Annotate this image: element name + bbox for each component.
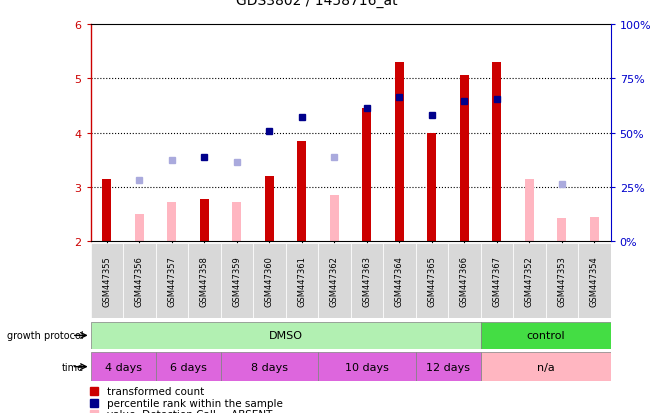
Bar xyxy=(590,217,599,242)
Bar xyxy=(383,244,415,318)
Bar xyxy=(91,322,480,349)
Bar xyxy=(480,322,611,349)
Text: GSM447362: GSM447362 xyxy=(330,256,339,306)
Text: 12 days: 12 days xyxy=(426,362,470,372)
Bar xyxy=(221,244,253,318)
Bar xyxy=(253,244,286,318)
Bar xyxy=(318,244,350,318)
Bar xyxy=(558,219,566,242)
Bar xyxy=(91,244,123,318)
Bar xyxy=(167,203,176,242)
Bar xyxy=(395,63,404,242)
Bar xyxy=(91,352,156,381)
Text: GSM447354: GSM447354 xyxy=(590,256,599,306)
Text: GSM447366: GSM447366 xyxy=(460,255,469,306)
Text: GSM447361: GSM447361 xyxy=(297,256,307,306)
Text: GSM447360: GSM447360 xyxy=(265,256,274,306)
Bar xyxy=(493,63,501,242)
Text: GSM447358: GSM447358 xyxy=(200,256,209,306)
Bar xyxy=(448,244,480,318)
Bar xyxy=(232,203,242,242)
Text: 10 days: 10 days xyxy=(345,362,389,372)
Bar xyxy=(460,76,469,242)
Bar xyxy=(480,352,611,381)
Bar xyxy=(221,352,318,381)
Text: 4 days: 4 days xyxy=(105,362,142,372)
Text: GSM447364: GSM447364 xyxy=(395,256,404,306)
Bar xyxy=(135,214,144,242)
Text: 8 days: 8 days xyxy=(251,362,288,372)
Bar xyxy=(578,244,611,318)
Bar xyxy=(362,109,371,242)
Bar xyxy=(415,244,448,318)
Text: 6 days: 6 days xyxy=(170,362,207,372)
Text: GSM447353: GSM447353 xyxy=(558,256,566,306)
Text: control: control xyxy=(526,330,565,341)
Bar xyxy=(200,199,209,242)
Bar xyxy=(265,177,274,242)
Bar xyxy=(188,244,221,318)
Bar xyxy=(351,244,383,318)
Bar xyxy=(415,352,480,381)
Bar xyxy=(427,133,436,242)
Text: time: time xyxy=(62,362,84,372)
Bar xyxy=(297,141,307,242)
Text: percentile rank within the sample: percentile rank within the sample xyxy=(107,398,283,408)
Text: GDS3802 / 1458716_at: GDS3802 / 1458716_at xyxy=(236,0,398,8)
Text: GSM447352: GSM447352 xyxy=(525,256,534,306)
Text: GSM447359: GSM447359 xyxy=(232,256,242,306)
Text: GSM447357: GSM447357 xyxy=(167,256,176,306)
Bar xyxy=(480,244,513,318)
Text: GSM447365: GSM447365 xyxy=(427,256,436,306)
Bar xyxy=(525,179,534,242)
Bar xyxy=(156,352,221,381)
Bar xyxy=(330,195,339,242)
Text: growth protocol: growth protocol xyxy=(7,330,84,341)
Text: value, Detection Call = ABSENT: value, Detection Call = ABSENT xyxy=(107,409,272,413)
Bar xyxy=(318,352,415,381)
Bar xyxy=(546,244,578,318)
Text: n/a: n/a xyxy=(537,362,554,372)
Bar xyxy=(286,244,318,318)
Bar xyxy=(513,244,546,318)
Text: GSM447367: GSM447367 xyxy=(493,255,501,306)
Text: DMSO: DMSO xyxy=(268,330,303,341)
Text: GSM447363: GSM447363 xyxy=(362,255,371,306)
Bar xyxy=(123,244,156,318)
Text: GSM447356: GSM447356 xyxy=(135,256,144,306)
Text: transformed count: transformed count xyxy=(107,387,204,396)
Text: GSM447355: GSM447355 xyxy=(103,256,111,306)
Bar xyxy=(103,179,111,242)
Bar xyxy=(156,244,188,318)
